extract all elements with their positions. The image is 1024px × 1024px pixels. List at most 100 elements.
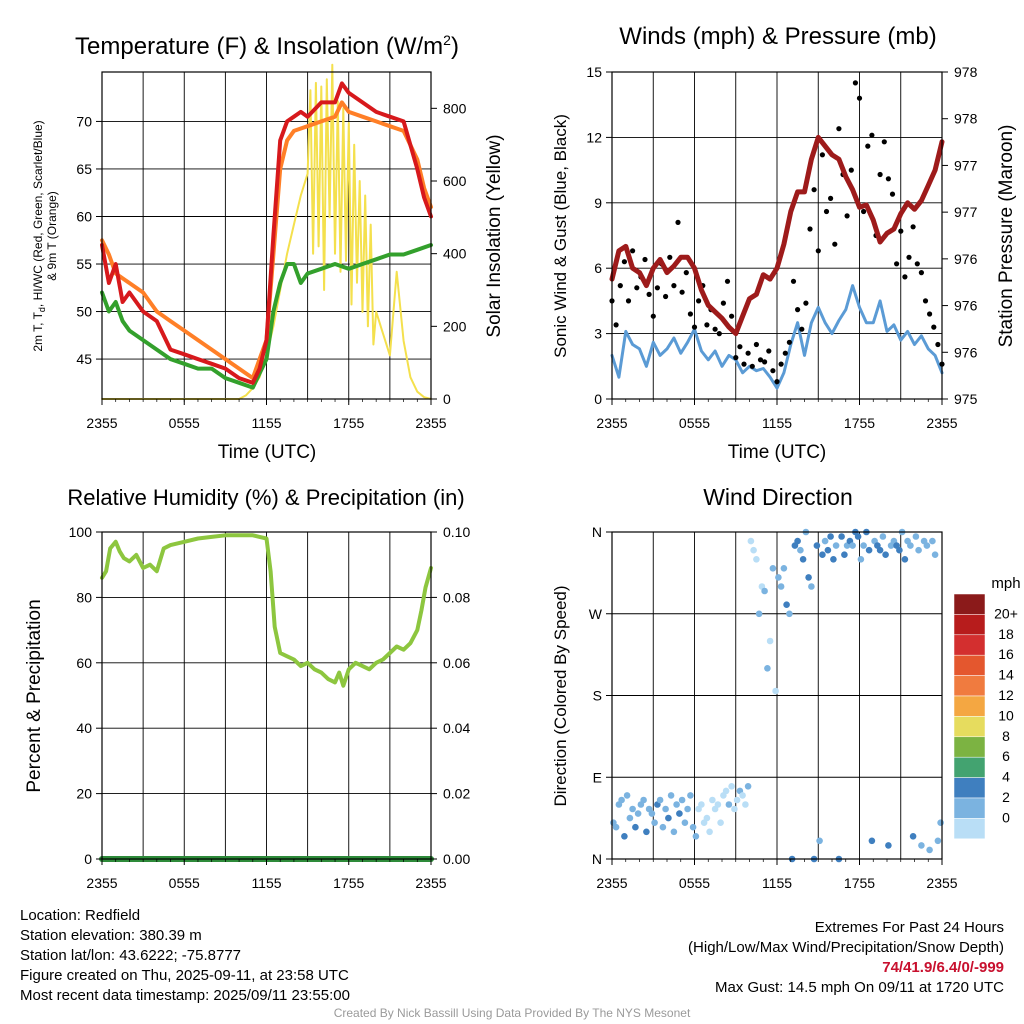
gust-point — [869, 132, 875, 138]
y2-tick-label: 976 — [954, 298, 978, 314]
direction-point — [926, 846, 933, 854]
direction-point — [885, 842, 892, 849]
gust-point — [832, 241, 838, 247]
gust-point — [762, 359, 768, 365]
gust-point — [704, 322, 710, 328]
direction-point — [698, 801, 705, 808]
y2-tick-label: 0.02 — [443, 786, 470, 802]
y2-tick-label: 0.00 — [443, 851, 470, 867]
y-tick-label: W — [589, 606, 603, 622]
direction-point — [879, 533, 887, 540]
max-gust: Max Gust: 14.5 mph On 09/11 at 1720 UTC — [714, 979, 1004, 996]
humidity-title: Relative Humidity (%) & Precipitation (i… — [67, 485, 464, 510]
y2-tick-label: 975 — [954, 391, 978, 407]
y2-tick-label: 0.08 — [443, 589, 470, 605]
direction-point — [648, 810, 656, 817]
humidity-ylabel: Percent & Precipitation — [24, 599, 45, 792]
colorbar-swatch — [953, 736, 986, 758]
gust-point — [687, 311, 694, 317]
direction-point — [626, 814, 634, 822]
x-tick-label: 1755 — [333, 415, 364, 431]
gust-point — [910, 224, 916, 230]
gust-point — [922, 298, 929, 304]
direction-point — [907, 542, 914, 549]
direction-point — [678, 796, 686, 804]
y2-tick-label: 400 — [443, 246, 467, 262]
direction-point — [747, 537, 755, 545]
y2-tick-label: 200 — [443, 318, 467, 334]
direction-point — [923, 542, 931, 549]
x-tick-label: 2355 — [596, 415, 627, 431]
extremes-title: Extremes For Past 24 Hours — [814, 919, 1004, 936]
direction-point — [618, 796, 625, 804]
direction-point — [739, 792, 746, 799]
gust-point — [741, 361, 747, 367]
gust-point — [931, 324, 937, 330]
direction-point — [783, 601, 790, 608]
direction-point — [915, 546, 922, 554]
direction-point — [929, 537, 936, 545]
direction-point — [764, 665, 771, 672]
direction-point — [728, 783, 735, 790]
gust-point — [828, 195, 834, 201]
direction-point — [876, 546, 884, 554]
gust-point — [799, 326, 805, 332]
gust-point — [885, 176, 892, 182]
dewpoint-line — [100, 243, 433, 390]
direction-point — [794, 537, 801, 545]
y2-tick-label: 976 — [954, 344, 978, 360]
direction-point — [934, 837, 942, 845]
gust-point — [617, 283, 623, 289]
x-tick-label: 1755 — [333, 875, 364, 891]
direction-point — [937, 819, 944, 826]
winds-xlabel: Time (UTC) — [728, 442, 827, 463]
x-tick-label: 2355 — [926, 875, 957, 891]
gust-point — [918, 270, 925, 276]
gust-point — [613, 322, 619, 328]
y2-tick-label: 600 — [443, 173, 467, 189]
insolation-ylabel: Solar Insolation (Yellow) — [484, 134, 505, 337]
gust-point — [927, 311, 933, 317]
colorbar-swatch — [953, 716, 986, 738]
y-tick-label: 70 — [76, 113, 92, 129]
direction-point — [805, 574, 812, 581]
y-tick-label: 65 — [76, 161, 92, 177]
direction-point — [761, 587, 768, 595]
sonic-wind-line — [610, 284, 944, 390]
direction-point — [687, 792, 694, 799]
temperature-series — [100, 63, 433, 400]
gust-point — [803, 300, 809, 306]
colorbar-label: 18 — [998, 626, 1014, 642]
gust-point — [844, 213, 850, 219]
direction-point — [909, 833, 917, 840]
rh-line — [100, 533, 433, 688]
y-tick-label: 12 — [586, 129, 602, 145]
y-tick-label: E — [593, 769, 602, 785]
direction-point — [667, 792, 675, 799]
y-tick-label: 100 — [69, 524, 93, 540]
gust-point — [642, 256, 648, 263]
gust-point — [815, 248, 821, 254]
direction-point — [621, 833, 628, 840]
x-tick-label: 1155 — [762, 875, 792, 891]
gust-point — [630, 248, 636, 254]
colorbar-label: 12 — [998, 687, 1014, 703]
direction-point — [896, 546, 903, 554]
direction-point — [799, 556, 807, 563]
gust-point — [774, 379, 780, 385]
direction-point — [750, 546, 757, 554]
direction-point — [629, 805, 636, 813]
wind-direction-panel: Wind Direction 2355 0555 1155 1755 2355 N E S W N… — [551, 484, 1021, 891]
extremes-values: 74/41.9/6.4/0/-999 — [882, 959, 1004, 976]
direction-point — [706, 828, 713, 836]
colorbar-label: 10 — [998, 707, 1014, 723]
y2-tick-label: 0 — [443, 391, 451, 407]
gust-point — [663, 293, 669, 300]
temperature-ticks: 2355 0555 1155 1755 2355 45 50 55 60 65 70 0 200 400 6… — [76, 100, 466, 431]
direction-point — [918, 842, 925, 849]
direction-point — [623, 792, 631, 799]
y-tick-label: 9 — [594, 195, 602, 211]
gust-point — [667, 254, 673, 260]
x-tick-label: 1755 — [844, 875, 875, 891]
